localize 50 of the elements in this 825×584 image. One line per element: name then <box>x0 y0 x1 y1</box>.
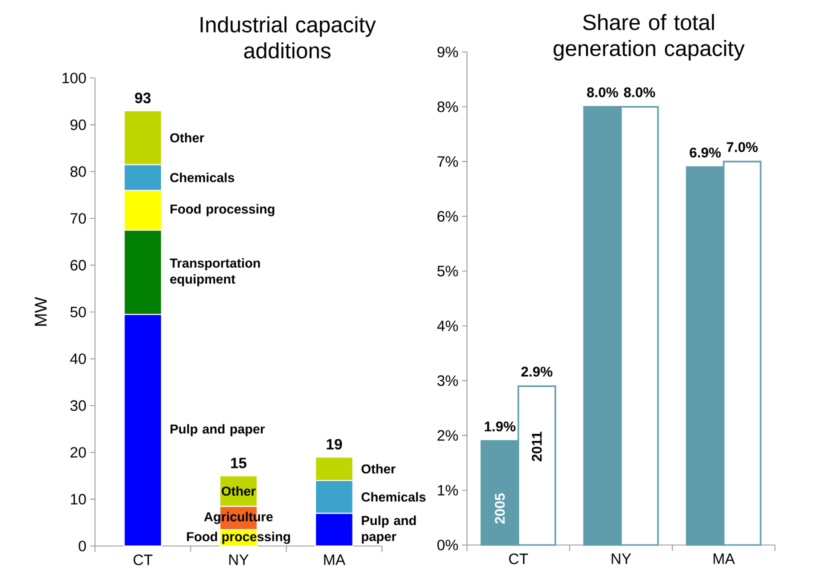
y-tick-label: 7% <box>438 156 458 167</box>
series-label: Chemicals <box>170 172 234 182</box>
y-tick-label: 1% <box>438 484 458 496</box>
y-tick-label: 2% <box>438 430 458 441</box>
y-tick-label: 60 <box>70 260 86 270</box>
y-tick-label: 9% <box>438 46 458 58</box>
series-label: 2011 <box>532 432 542 462</box>
series-label: Transportation equipment <box>170 258 260 286</box>
text: Food processing <box>170 204 274 216</box>
total-label: 15 <box>231 458 246 468</box>
y-tick-label: 20 <box>70 447 86 458</box>
series-label: Pulp and paper <box>362 516 416 544</box>
y-tick-label: 80 <box>70 166 86 177</box>
total-label: 93 <box>135 92 151 104</box>
text: Other <box>170 132 204 142</box>
x-tick-label: CT <box>509 554 528 564</box>
x-tick-label: NY <box>229 554 249 565</box>
y-tick-label: 3% <box>437 375 458 386</box>
x-tick-label: MA <box>714 554 735 564</box>
y-tick-label: 0 <box>78 540 86 552</box>
text: Other <box>362 464 396 474</box>
y-tick-label: 30 <box>70 400 86 411</box>
y-tick-label: 5% <box>437 266 458 276</box>
chart-title: Industrial capacity additions <box>200 16 376 58</box>
y-axis-title: MW <box>34 296 47 326</box>
y-tick-label: 8% <box>437 101 458 112</box>
data-label: 7.0% <box>726 142 758 152</box>
y-tick-label: 70 <box>70 213 86 224</box>
y-tick-label: 50 <box>70 306 86 318</box>
x-tick-label: NY <box>612 554 632 564</box>
data-label: 8.0% <box>587 87 618 98</box>
series-label: Other <box>222 486 256 496</box>
text: Chemicals <box>362 492 426 502</box>
y-tick-label: 10 <box>70 494 86 505</box>
text: Pulp and paper <box>170 424 265 436</box>
chart-title: Share of total generation capacity <box>554 14 745 60</box>
y-tick-label: 0% <box>437 540 458 550</box>
series-label: 2005 <box>494 493 505 524</box>
total-label: 19 <box>326 438 342 450</box>
data-label: 6.9% <box>690 148 721 158</box>
y-tick-label: 100 <box>62 72 86 84</box>
data-label: 2.9% <box>521 366 552 377</box>
y-tick-label: 90 <box>70 119 86 130</box>
y-tick-label: 6% <box>438 211 458 222</box>
y-tick-label: 40 <box>70 353 86 364</box>
x-tick-label: MA <box>324 554 346 565</box>
data-label: 8.0% <box>624 87 656 98</box>
data-label: 1.9% <box>484 421 516 432</box>
x-tick-label: CT <box>134 554 152 566</box>
y-tick-label: 4% <box>437 320 458 332</box>
